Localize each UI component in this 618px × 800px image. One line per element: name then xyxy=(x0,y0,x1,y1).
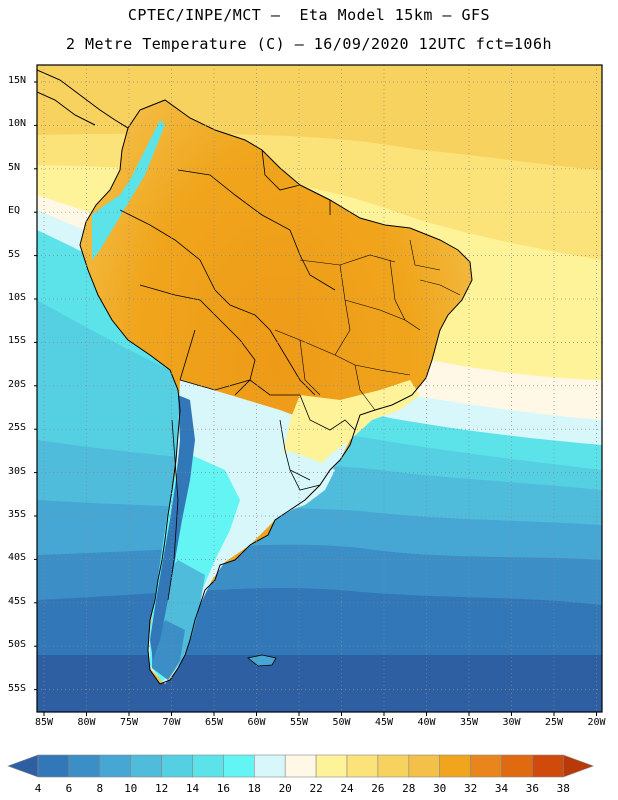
colorbar-segment xyxy=(130,754,162,778)
continent-coastline xyxy=(79,99,473,685)
lat-label: 10N xyxy=(8,118,27,130)
southeast-brazil-mild-region xyxy=(280,380,420,480)
lon-label: 35W xyxy=(459,717,479,728)
lon-label: 75W xyxy=(119,717,139,728)
lon-label: 40W xyxy=(417,717,436,728)
colorbar-label: 28 xyxy=(402,782,416,795)
colorbar-label: 4 xyxy=(34,782,42,795)
lat-label: 45S xyxy=(8,595,27,607)
colorbar-label: 36 xyxy=(525,782,540,795)
title-line-2: 2 Metre Temperature (C) – 16/09/2020 12U… xyxy=(65,35,553,53)
lon-label: 45W xyxy=(374,717,394,728)
lat-label: EQ xyxy=(8,205,21,217)
lat-label: 20S xyxy=(8,378,27,390)
colorbar-label: 12 xyxy=(154,782,169,795)
lat-label: 15N xyxy=(8,75,27,86)
lon-label: 30W xyxy=(502,717,521,728)
lat-label: 30S xyxy=(8,465,27,477)
map-plot-area xyxy=(37,65,602,712)
colorbar-label: 38 xyxy=(556,782,570,795)
colorbar-label: 6 xyxy=(65,782,73,795)
colorbar-segment xyxy=(501,754,533,778)
lon-label: 70W xyxy=(162,717,181,728)
colorbar-label: 8 xyxy=(96,782,104,795)
colorbar-segment xyxy=(346,754,379,778)
uruguay-cool-region xyxy=(272,450,335,512)
lon-label: 55W xyxy=(289,717,309,728)
lon-label: 65W xyxy=(204,717,224,728)
lat-label: 25S xyxy=(8,422,27,434)
central-america-pacific-coastline xyxy=(37,91,96,126)
colorbar-arrow-low xyxy=(7,754,39,778)
central-america-coastline xyxy=(37,69,129,129)
lat-label: 35S xyxy=(8,509,27,520)
lon-label: 50W xyxy=(332,717,351,728)
state-borders xyxy=(274,239,461,411)
colorbar-segment xyxy=(161,754,193,778)
lon-label: 80W xyxy=(77,717,96,728)
colorbar-label: 32 xyxy=(463,782,478,795)
colorbar-segment xyxy=(37,754,70,778)
colorbar-label: 20 xyxy=(278,782,292,795)
colorbar-label: 24 xyxy=(340,782,354,795)
lat-label: 50S xyxy=(8,639,27,651)
colorbar-label: 16 xyxy=(216,782,231,795)
lon-label: 85W xyxy=(34,717,54,728)
colorbar-label: 18 xyxy=(247,782,261,795)
colorbar-label: 26 xyxy=(371,782,385,795)
lon-label: 20W xyxy=(587,717,606,728)
lon-label: 60W xyxy=(247,717,266,728)
colorbar-segment xyxy=(99,754,132,778)
title-line-1: CPTEC/INPE/MCT – Eta Model 15km – GFS xyxy=(127,6,491,24)
colorbar-segment xyxy=(377,754,410,778)
lat-label: 40S xyxy=(8,552,27,564)
colorbar-segment xyxy=(223,754,255,778)
colorbar-label: 14 xyxy=(185,782,200,795)
lat-label: 5N xyxy=(8,161,21,173)
colorbar-segment xyxy=(532,754,564,778)
falkland-islands xyxy=(247,654,277,667)
lat-label: 15S xyxy=(8,335,27,347)
colorbar-label: 34 xyxy=(494,782,509,795)
country-borders xyxy=(119,149,356,601)
colorbar-label: 30 xyxy=(433,782,447,795)
lon-label: 25W xyxy=(544,717,564,728)
colorbar-label: 10 xyxy=(124,782,138,795)
ocean-band-26 xyxy=(37,65,602,170)
colorbar-segment xyxy=(439,754,471,778)
colorbar-segment xyxy=(470,754,502,778)
andes-cold-strip xyxy=(150,395,195,660)
lat-label: 5S xyxy=(8,248,21,260)
colorbar-segment xyxy=(254,754,286,778)
colorbar-label: 22 xyxy=(309,782,323,795)
lat-label: 10S xyxy=(8,292,27,303)
map-frame xyxy=(36,64,603,713)
colorbar-segment xyxy=(68,754,101,778)
colorbar-segment xyxy=(192,754,224,778)
colorbar-arrow-high xyxy=(562,754,595,778)
lat-label: 55S xyxy=(8,682,27,694)
northern-andes-cool-strip xyxy=(92,120,165,260)
colorbar-segment xyxy=(408,754,440,778)
colorbar xyxy=(7,754,595,778)
axis-ticks xyxy=(34,81,597,716)
colorbar-segment xyxy=(284,754,317,778)
colorbar-segment xyxy=(315,754,348,778)
